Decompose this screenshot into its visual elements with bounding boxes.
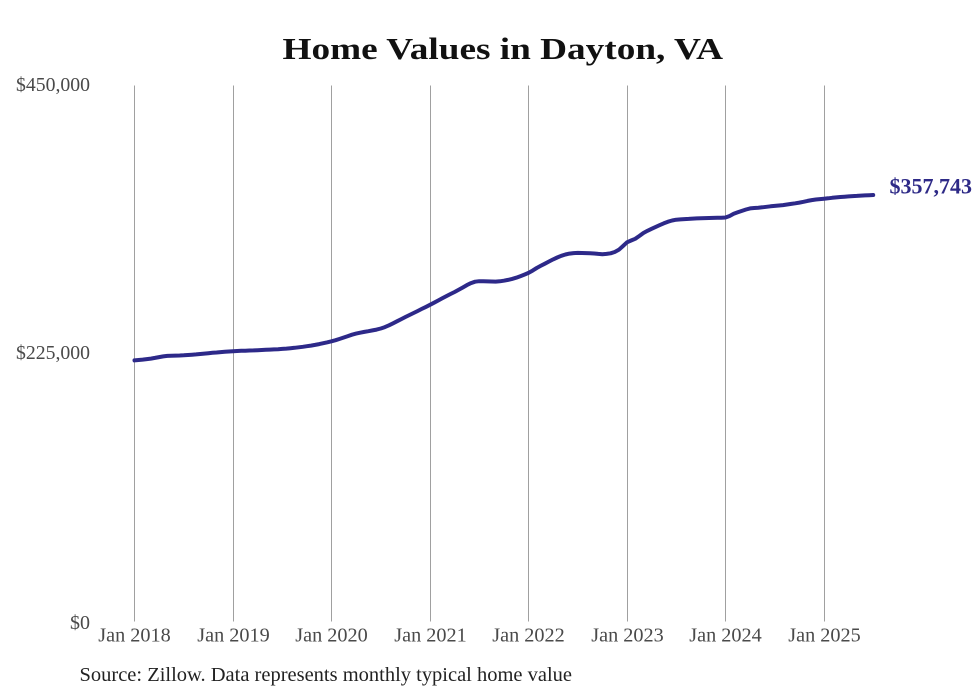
svg-text:Home Values in Dayton, VA: Home Values in Dayton, VA <box>283 31 724 66</box>
svg-text:Jan 2018: Jan 2018 <box>98 625 171 647</box>
svg-text:Jan 2024: Jan 2024 <box>689 625 762 647</box>
svg-text:$225,000: $225,000 <box>16 342 90 364</box>
svg-text:Jan 2025: Jan 2025 <box>788 625 861 647</box>
svg-text:Jan 2019: Jan 2019 <box>197 625 270 647</box>
svg-text:Jan 2022: Jan 2022 <box>492 625 565 647</box>
svg-text:Source: Zillow. Data represent: Source: Zillow. Data represents monthly … <box>80 664 573 686</box>
svg-text:Jan 2023: Jan 2023 <box>591 625 664 647</box>
svg-text:$450,000: $450,000 <box>16 74 90 96</box>
svg-text:$0: $0 <box>70 612 90 634</box>
svg-text:$357,743: $357,743 <box>890 174 973 199</box>
svg-text:Jan 2020: Jan 2020 <box>295 625 368 647</box>
svg-text:Jan 2021: Jan 2021 <box>394 625 467 647</box>
